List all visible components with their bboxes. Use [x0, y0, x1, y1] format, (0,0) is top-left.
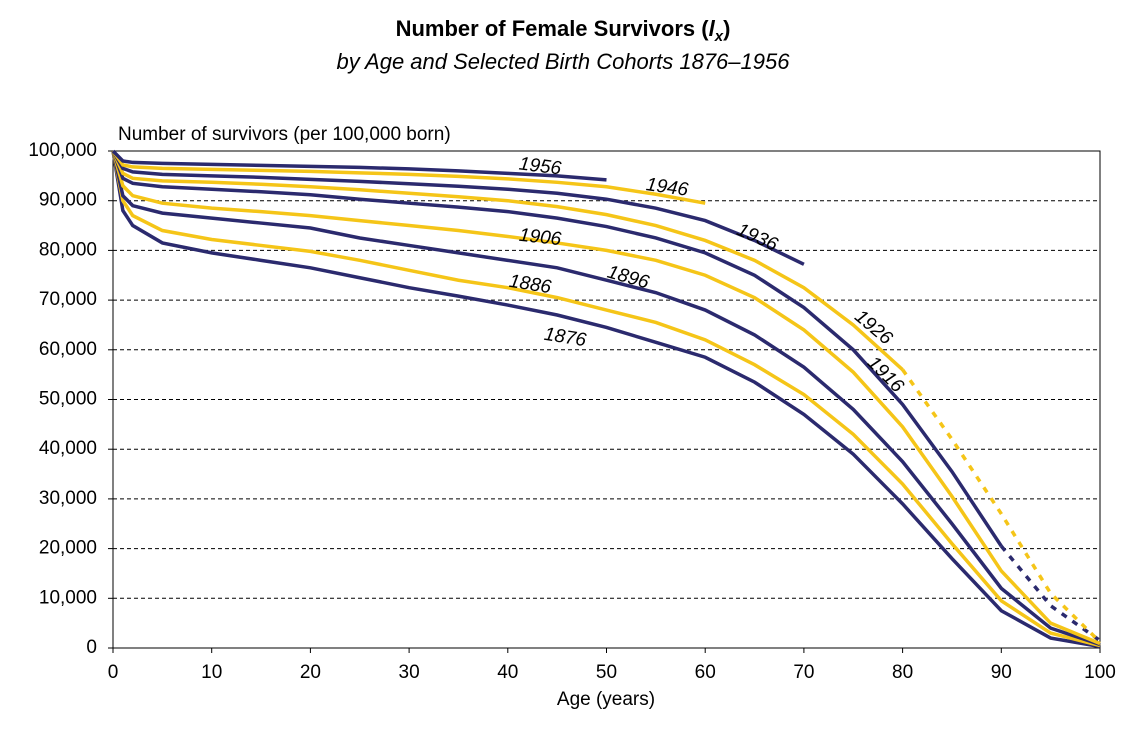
- x-tick-label: 10: [201, 662, 222, 683]
- x-tick-label: 20: [300, 662, 321, 683]
- x-axis-title: Age (years): [557, 689, 655, 710]
- x-tick-label: 80: [892, 662, 913, 683]
- y-tick-label: 90,000: [39, 190, 97, 211]
- plot-frame: [112, 150, 1101, 649]
- y-tick-label: 100,000: [28, 140, 97, 161]
- series-label: 1946: [645, 174, 690, 201]
- y-tick-label: 0: [86, 637, 97, 658]
- series-line: [111, 150, 904, 371]
- title-symbol: l: [709, 16, 716, 41]
- series-line: [111, 150, 1101, 649]
- chart-title: Number of Female Survivors (lx): [396, 16, 731, 45]
- y-tick-label: 60,000: [39, 339, 97, 360]
- series-line: [111, 149, 706, 205]
- series-line: [111, 150, 1003, 548]
- x-tick-label: 0: [108, 662, 119, 683]
- x-tick-label: 100: [1084, 662, 1116, 683]
- x-tick-label: 30: [399, 662, 420, 683]
- y-tick-label: 20,000: [39, 538, 97, 559]
- x-tick-label: 60: [695, 662, 716, 683]
- title-text: Number of Female Survivors (: [396, 16, 710, 41]
- series-label: 1886: [508, 271, 553, 298]
- title-close: ): [723, 16, 730, 41]
- y-tick-label: 30,000: [39, 488, 97, 509]
- series-label: 1956: [518, 154, 563, 180]
- series-line: [111, 150, 1101, 648]
- x-tick-label: 70: [793, 662, 814, 683]
- y-axis-title: Number of survivors (per 100,000 born): [118, 124, 451, 145]
- series-label: 1896: [605, 262, 652, 294]
- x-tick-label: 90: [991, 662, 1012, 683]
- series-label: 1876: [543, 324, 588, 351]
- y-tick-label: 80,000: [39, 239, 97, 260]
- chart-subtitle: by Age and Selected Birth Cohorts 1876–1…: [337, 49, 791, 74]
- series-line: [111, 150, 805, 266]
- series-line: [111, 150, 1101, 647]
- y-tick-label: 40,000: [39, 438, 97, 459]
- x-tick-label: 40: [497, 662, 518, 683]
- series-label: 1906: [518, 225, 563, 250]
- projected-line: [999, 544, 1102, 642]
- y-tick-label: 50,000: [39, 389, 97, 410]
- projected-line: [901, 368, 1102, 644]
- y-tick-label: 70,000: [39, 289, 97, 310]
- x-tick-label: 50: [596, 662, 617, 683]
- series-line: [111, 150, 1101, 646]
- series-line: [111, 149, 607, 182]
- title-subscript: x: [714, 28, 724, 45]
- y-tick-label: 10,000: [39, 587, 97, 608]
